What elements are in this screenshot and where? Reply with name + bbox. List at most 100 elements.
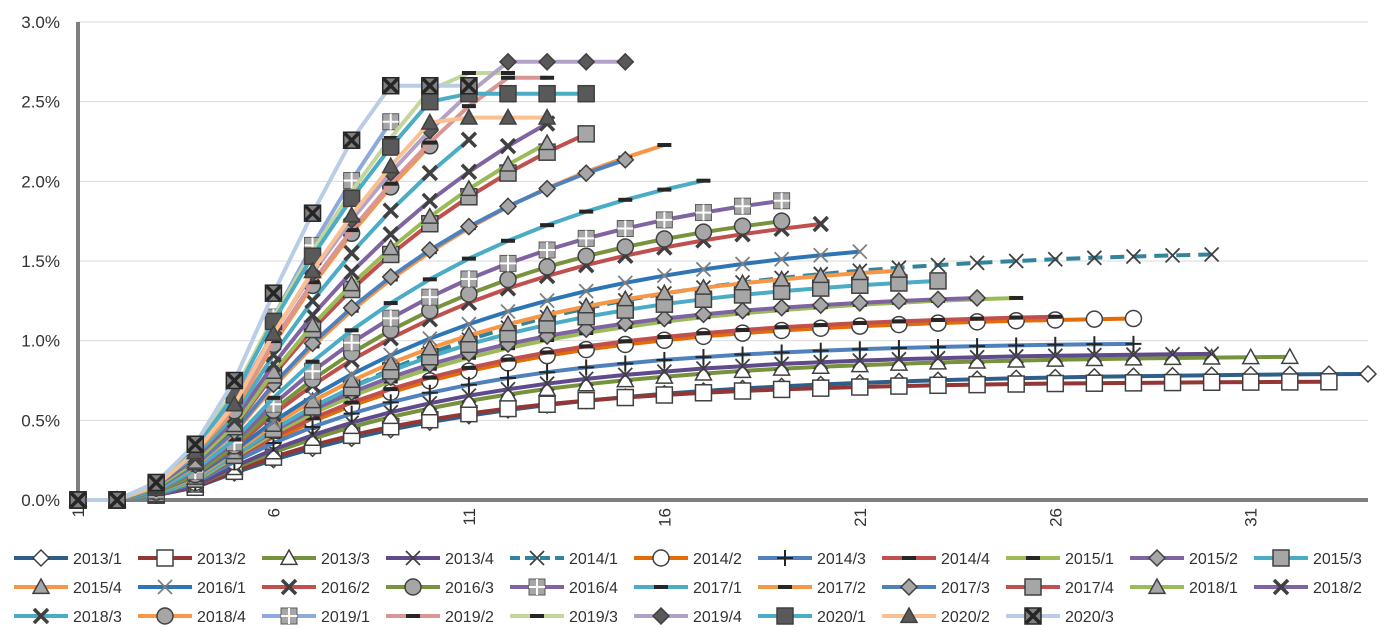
legend-item: 2020/3 xyxy=(1006,607,1114,626)
legend-item: 2015/2 xyxy=(1130,548,1238,568)
y-tick-label: 0.5% xyxy=(21,411,60,430)
data-point xyxy=(852,243,868,260)
legend-marker xyxy=(280,578,298,596)
data-point xyxy=(1280,347,1300,365)
data-point xyxy=(303,261,322,279)
legend-item: 2016/4 xyxy=(510,578,618,597)
data-point xyxy=(1241,373,1260,391)
data-point xyxy=(1203,246,1220,263)
legend-marker xyxy=(32,607,50,625)
data-point xyxy=(617,275,633,291)
data-point xyxy=(1124,374,1143,392)
data-point xyxy=(537,108,557,125)
data-point xyxy=(657,187,672,192)
data-point xyxy=(266,395,281,400)
data-point xyxy=(929,376,947,395)
legend-item: 2017/4 xyxy=(1006,578,1114,597)
legend-label: 2020/3 xyxy=(1065,609,1114,626)
data-point xyxy=(694,204,712,222)
data-point xyxy=(383,181,398,186)
data-point xyxy=(303,204,322,222)
data-point xyxy=(1125,347,1142,363)
legend-label: 2019/2 xyxy=(445,609,494,626)
legend-label: 2014/1 xyxy=(569,551,618,568)
data-point xyxy=(538,52,557,71)
series-2013-4 xyxy=(70,346,1220,508)
data-point xyxy=(305,359,320,364)
data-point xyxy=(186,435,205,453)
legend-marker xyxy=(404,578,422,596)
y-tick-label: 2.0% xyxy=(21,172,60,191)
data-point xyxy=(108,491,126,509)
legend-label: 2016/1 xyxy=(197,580,246,597)
data-point xyxy=(656,363,673,380)
legend-item: 2015/1 xyxy=(1006,551,1114,568)
data-point xyxy=(618,339,633,344)
legend-label: 2017/3 xyxy=(941,580,990,597)
legend-label: 2017/4 xyxy=(1065,580,1114,597)
data-point xyxy=(773,344,790,361)
data-point xyxy=(889,291,908,311)
data-point xyxy=(811,296,830,315)
data-point xyxy=(382,309,400,327)
data-point xyxy=(225,394,244,412)
data-point xyxy=(342,298,361,317)
series-line xyxy=(78,341,1134,502)
data-point xyxy=(696,178,711,183)
data-point xyxy=(420,338,440,356)
data-point xyxy=(343,415,360,431)
data-point xyxy=(421,92,439,111)
data-point xyxy=(577,229,595,247)
data-point xyxy=(812,215,829,233)
legend-marker xyxy=(652,549,670,567)
data-point xyxy=(422,140,437,145)
data-point xyxy=(461,388,477,404)
legend-marker xyxy=(1024,607,1042,625)
data-point xyxy=(733,324,752,342)
legend-label: 2015/3 xyxy=(1313,551,1362,568)
data-point xyxy=(225,371,244,390)
data-point xyxy=(655,386,674,404)
data-point xyxy=(381,238,401,256)
data-point xyxy=(1125,335,1142,352)
x-tick-label: 26 xyxy=(1046,508,1065,527)
data-point xyxy=(460,76,478,95)
legend-label: 2018/1 xyxy=(1189,580,1238,597)
legend-item: 2020/1 xyxy=(758,607,866,626)
legend-item: 2016/1 xyxy=(138,579,246,597)
legend-item: 2019/1 xyxy=(262,607,370,626)
data-point xyxy=(852,352,868,369)
data-point xyxy=(890,377,908,395)
legend-label: 2013/1 xyxy=(73,551,122,568)
data-point xyxy=(969,338,986,355)
data-point xyxy=(461,104,476,109)
data-point xyxy=(969,349,985,365)
legend-label: 2018/2 xyxy=(1313,580,1362,597)
data-point xyxy=(342,189,361,208)
legend-item: 2013/1 xyxy=(14,548,122,568)
data-point xyxy=(655,211,673,229)
data-point xyxy=(1085,310,1104,328)
data-point xyxy=(694,305,713,324)
legend-label: 2013/3 xyxy=(321,551,370,568)
data-point xyxy=(382,113,400,131)
data-point xyxy=(422,277,437,282)
data-point xyxy=(1241,347,1261,365)
legend-label: 2016/3 xyxy=(445,580,494,597)
legend-marker xyxy=(279,548,299,566)
data-point xyxy=(773,192,791,210)
data-point xyxy=(734,197,752,215)
data-point xyxy=(304,362,322,380)
data-point xyxy=(656,268,673,284)
y-tick-label: 0.0% xyxy=(21,491,60,510)
legend-marker xyxy=(654,585,668,589)
data-point xyxy=(538,395,556,413)
legend-label: 2019/1 xyxy=(321,609,370,626)
legend-label: 2019/3 xyxy=(569,609,618,626)
data-point xyxy=(1164,247,1181,264)
data-point xyxy=(382,394,399,411)
data-point xyxy=(1009,295,1024,300)
data-point xyxy=(382,202,399,219)
data-point xyxy=(656,351,673,368)
